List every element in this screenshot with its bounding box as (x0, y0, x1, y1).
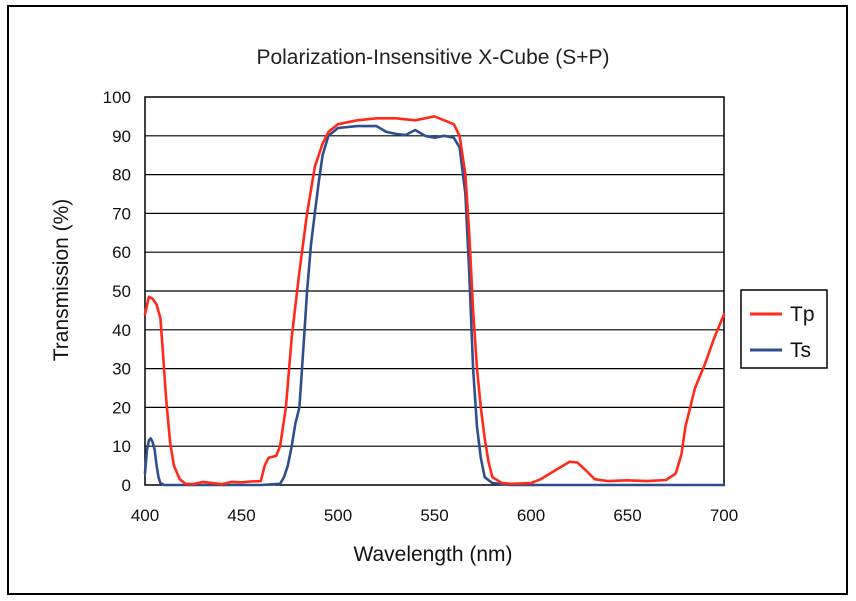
y-tick-label: 0 (122, 476, 131, 495)
legend-label-ts: Ts (790, 339, 811, 362)
series-line-tp (143, 115, 726, 486)
legend-box (740, 289, 828, 369)
x-tick-label: 500 (324, 506, 352, 525)
x-tick-label: 400 (131, 506, 159, 525)
y-tick-label: 70 (112, 204, 131, 223)
series-line-ts (143, 124, 726, 487)
chart-frame (7, 5, 848, 595)
x-axis-label: Wavelength (nm) (353, 543, 512, 566)
y-tick-label: 30 (112, 360, 131, 379)
plot-area: 0 10 20 30 40 50 60 70 80 90 100 400 450 500 550 600 650… (103, 88, 739, 525)
y-tick-label: 80 (112, 166, 131, 185)
legend-label-tp: Tp (790, 303, 815, 326)
x-tick-label: 700 (710, 506, 738, 525)
y-tick-label: 50 (112, 282, 131, 301)
y-axis-label: Transmission (%) (50, 199, 73, 362)
y-tick-label: 10 (112, 437, 131, 456)
y-tick-label: 100 (103, 88, 131, 107)
x-tick-label: 600 (517, 506, 545, 525)
x-tick-label: 650 (613, 506, 641, 525)
legend: Tp Ts (740, 289, 828, 369)
y-tick-label: 20 (112, 398, 131, 417)
x-tick-label: 450 (227, 506, 255, 525)
y-tick-label: 90 (112, 127, 131, 146)
y-tick-label: 40 (112, 321, 131, 340)
chart-title: Polarization-Insensitive X-Cube (S+P) (256, 46, 609, 69)
x-tick-label: 550 (420, 506, 448, 525)
y-tick-label: 60 (112, 243, 131, 262)
